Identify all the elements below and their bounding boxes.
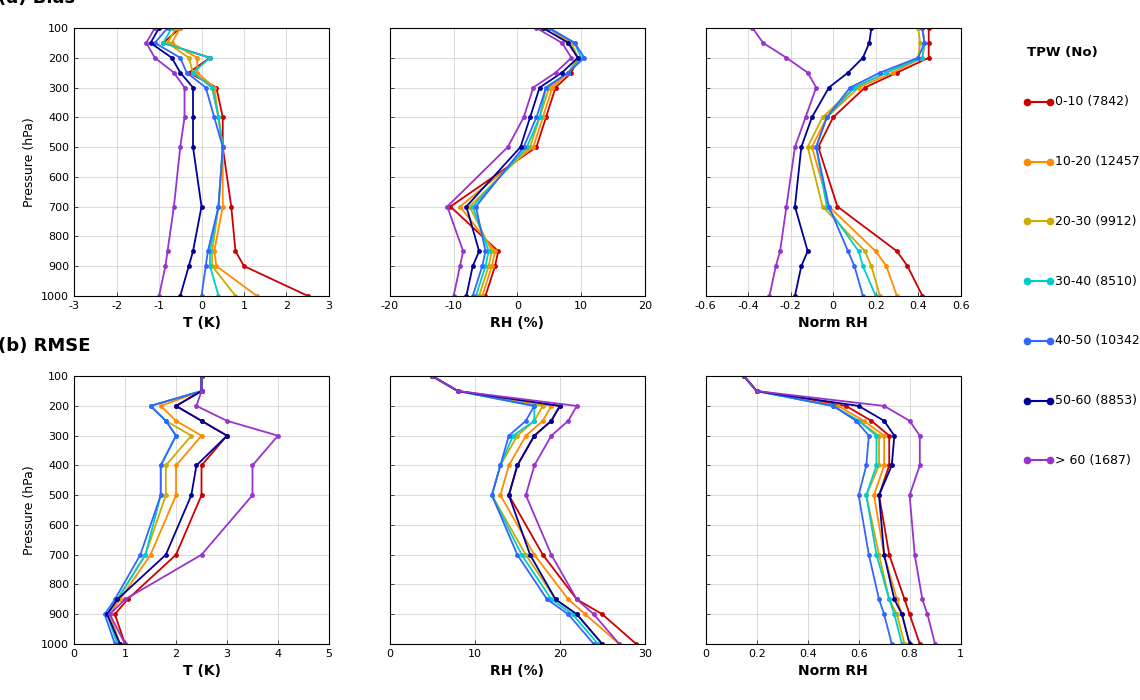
Text: 20-30 (9912): 20-30 (9912) [1054,215,1137,228]
Y-axis label: Pressure (hPa): Pressure (hPa) [23,466,35,555]
Text: (b) RMSE: (b) RMSE [0,337,90,355]
X-axis label: RH (%): RH (%) [490,664,544,678]
Text: TPW (No): TPW (No) [1027,46,1098,60]
Text: 0-10 (7842): 0-10 (7842) [1054,95,1129,108]
Text: > 60 (1687): > 60 (1687) [1054,454,1131,467]
Text: (a) Bias: (a) Bias [0,0,75,6]
X-axis label: Norm RH: Norm RH [798,316,868,330]
Y-axis label: Pressure (hPa): Pressure (hPa) [23,117,35,206]
X-axis label: T (K): T (K) [182,316,220,330]
Text: 40-50 (10342): 40-50 (10342) [1054,335,1140,347]
Text: 30-40 (8510): 30-40 (8510) [1054,274,1137,288]
X-axis label: Norm RH: Norm RH [798,664,868,678]
X-axis label: T (K): T (K) [182,664,220,678]
X-axis label: RH (%): RH (%) [490,316,544,330]
Text: 50-60 (8853): 50-60 (8853) [1054,394,1137,407]
Text: 10-20 (12457): 10-20 (12457) [1054,155,1140,168]
